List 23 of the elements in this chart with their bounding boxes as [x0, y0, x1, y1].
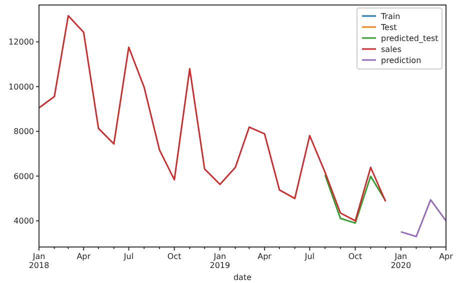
x-tick-label: Apr [439, 252, 454, 261]
x-tick-label: Oct [167, 252, 182, 261]
x-tick-label: Apr [76, 252, 92, 261]
x-tick-label: Jul [304, 252, 314, 261]
legend-label: Train [380, 12, 400, 21]
x-tick-label: Oct [348, 252, 362, 261]
line-series [324, 174, 386, 224]
x-tick-label: Jan 2018 [28, 252, 50, 270]
x-tick-label: Jan 2019 [210, 252, 230, 270]
legend-label: sales [381, 44, 402, 54]
x-tick-label: Apr [258, 252, 272, 261]
legend-label: predicted_test [381, 34, 438, 43]
y-tick-label: 6000 [14, 172, 34, 181]
legend-label: Test [380, 22, 397, 32]
x-tick-label: Jan 2020 [390, 252, 412, 270]
line-series [400, 199, 447, 238]
x-axis-title: date [233, 273, 252, 282]
y-tick-label: 10000 [8, 82, 34, 92]
y-tick-label: 4000 [14, 216, 34, 226]
y-tick-label: 8000 [14, 127, 34, 136]
legend-label: prediction [381, 56, 422, 65]
y-tick-label: 12000 [8, 38, 34, 47]
x-tick-label: Jul [122, 252, 134, 261]
